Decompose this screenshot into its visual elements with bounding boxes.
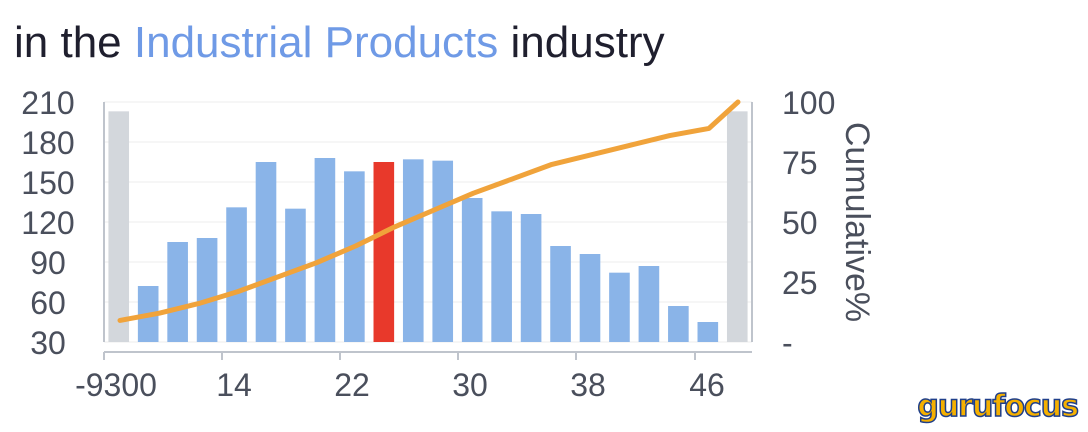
y2-axis-title: Cumulative% <box>838 122 876 322</box>
histogram-bar <box>402 159 424 342</box>
histogram-bar <box>697 322 719 342</box>
y-tick-label: 120 <box>21 205 74 241</box>
histogram-bar <box>373 162 395 342</box>
histogram-bar <box>432 160 454 342</box>
y-tick-label: 30 <box>30 325 66 361</box>
histogram-bar <box>550 246 571 342</box>
x-tick-label: 46 <box>689 367 725 403</box>
histogram-bar <box>579 254 601 342</box>
y2-tick-label: 50 <box>782 205 818 241</box>
y-tick-label: 90 <box>30 245 66 281</box>
y2-tick-label: 100 <box>782 85 835 121</box>
gurufocus-logo: gurufocus <box>917 388 1080 425</box>
histogram-bar <box>108 111 130 342</box>
chart-title: in the Industrial Products industry <box>14 18 665 68</box>
histogram-bar <box>285 208 306 342</box>
y-tick-label: 210 <box>21 85 74 121</box>
title-prefix: in the <box>14 18 122 67</box>
x-tick-label: -9300 <box>75 367 157 403</box>
histogram-bar <box>609 272 630 342</box>
cumulative-line <box>117 99 741 323</box>
y2-tick-label: 25 <box>782 265 818 301</box>
x-tick-label: 22 <box>334 367 370 403</box>
histogram-bar <box>520 214 542 342</box>
x-tick-label: 14 <box>216 367 252 403</box>
histogram-bar <box>167 242 188 342</box>
histogram-bar <box>344 171 365 342</box>
y-tick-label: 180 <box>21 125 74 161</box>
histogram-bar <box>461 198 483 342</box>
histogram-bar <box>491 211 512 342</box>
x-tick-label: 30 <box>452 367 488 403</box>
y2-tick-label: - <box>782 325 793 361</box>
histogram-bar <box>196 238 218 342</box>
y-tick-label: 60 <box>30 285 66 321</box>
x-tick-label: 38 <box>570 367 606 403</box>
histogram-bar <box>638 266 660 342</box>
histogram-bar <box>726 111 748 342</box>
y-tick-label: 150 <box>21 165 74 201</box>
histogram-bar <box>314 158 336 342</box>
industry-link[interactable]: Industrial Products <box>133 18 499 67</box>
histogram-bar <box>226 207 247 342</box>
y2-tick-label: 75 <box>782 145 818 181</box>
histogram-bar <box>255 162 277 342</box>
title-suffix: industry <box>510 18 665 67</box>
histogram-bar <box>668 306 689 342</box>
